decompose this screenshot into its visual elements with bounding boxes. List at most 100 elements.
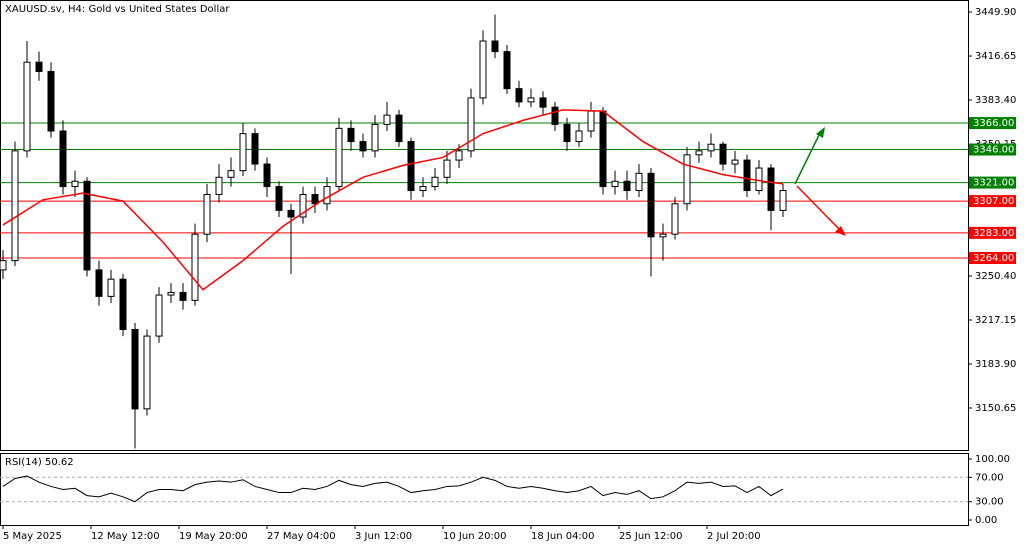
candle-body (359, 141, 367, 152)
rsi-title: RSI(14) 50.62 (5, 457, 74, 468)
candle-body (743, 159, 751, 192)
x-tick-label: 18 Jun 04:00 (531, 531, 595, 542)
candle-body (635, 172, 643, 192)
candle-body (191, 233, 199, 301)
rsi-tick-label: 30.00 (975, 497, 1004, 508)
y-tick-label: 3383.40 (975, 95, 1016, 106)
candle-body (395, 114, 403, 143)
level-label: 3366.00 (973, 118, 1014, 129)
candle-body (0, 260, 7, 271)
arrows (794, 127, 846, 236)
up-arrow-head (816, 127, 825, 138)
candle-body (299, 194, 307, 218)
candle-body (515, 88, 523, 103)
candle-body (539, 97, 547, 108)
level-label: 3307.00 (973, 196, 1014, 207)
x-tick-label: 2 Jul 20:00 (707, 531, 761, 542)
candle-body (503, 51, 511, 90)
candle-body (23, 61, 31, 152)
candle-body (71, 180, 79, 188)
x-tick-label: 27 May 04:00 (267, 531, 336, 542)
level-label-box (969, 143, 1016, 156)
candle-body (563, 123, 571, 143)
candle-body (767, 167, 775, 211)
candle-body (47, 70, 55, 132)
candle-body (11, 150, 19, 262)
y-tick-label: 3416.65 (975, 51, 1016, 62)
candle-body (443, 159, 451, 178)
rsi-line (2, 475, 784, 503)
candle-body (671, 203, 679, 235)
candle-body (659, 233, 667, 238)
level-label-box (969, 195, 1016, 208)
candle-body (107, 278, 115, 297)
candle-body (599, 110, 607, 188)
candle-body (479, 40, 487, 99)
candle-body (755, 167, 763, 192)
candle-body (179, 291, 187, 301)
level-label: 3346.00 (973, 145, 1014, 156)
candle-body (779, 190, 787, 211)
candle-body (587, 110, 595, 132)
up-arrow (794, 130, 822, 185)
rsi-tick-label: 70.00 (975, 472, 1004, 483)
candle-body (59, 130, 67, 188)
candle-body (35, 61, 43, 72)
candle-body (707, 143, 715, 152)
y-tick-label: 3183.90 (975, 359, 1016, 370)
candle-body (119, 278, 127, 330)
x-tick-label: 10 Jun 20:00 (443, 531, 507, 542)
candle-body (491, 40, 499, 53)
candle-body (575, 130, 583, 143)
candle-body (215, 176, 223, 196)
candle-body (695, 150, 703, 156)
level-label: 3283.00 (973, 228, 1014, 239)
level-label-box (969, 252, 1016, 265)
candle-body (383, 114, 391, 125)
level-label-box (969, 176, 1016, 189)
candle-body (683, 154, 691, 205)
rsi-tick-label: 100.00 (975, 454, 1010, 465)
y-tick-label: 3217.15 (975, 315, 1016, 326)
candle-body (131, 328, 139, 410)
candle-body (143, 335, 151, 410)
candle-body (467, 97, 475, 152)
candle-body (83, 180, 91, 271)
candle-body (611, 180, 619, 188)
candle-body (731, 159, 739, 165)
x-tick-label: 25 Jun 12:00 (619, 531, 683, 542)
y-tick-label: 3449.90 (975, 7, 1016, 18)
candle-body (551, 106, 559, 125)
level-label-box (969, 226, 1016, 239)
candle-body (323, 186, 331, 205)
candle-body (251, 133, 259, 165)
candle-body (371, 123, 379, 152)
candle-body (419, 186, 427, 192)
candle-body (263, 163, 271, 188)
moving-average (2, 109, 784, 291)
main-frame (0, 0, 969, 451)
candle-body (227, 170, 235, 178)
candle-body (335, 127, 343, 188)
x-tick-label: 5 May 2025 (3, 531, 62, 542)
candle-body (287, 209, 295, 218)
candle-body (203, 194, 211, 235)
y-tick-label: 3250.40 (975, 271, 1016, 282)
level-label-box (969, 117, 1016, 130)
candle-body (239, 133, 247, 172)
candle-body (407, 141, 415, 192)
chart-title: XAUUSD.sv, H4: Gold vs United States Dol… (5, 4, 230, 15)
candle-body (431, 176, 439, 188)
rsi-frame (0, 453, 969, 526)
x-tick-label: 19 May 20:00 (179, 531, 248, 542)
down-arrow (796, 185, 842, 232)
candle-body (95, 269, 103, 297)
candle-body (311, 194, 319, 205)
x-tick-label: 12 May 12:00 (91, 531, 160, 542)
candle-body (647, 172, 655, 238)
candle-body (167, 291, 175, 296)
candle-body (347, 127, 355, 143)
level-label: 3321.00 (973, 178, 1014, 189)
down-arrow-head (835, 226, 846, 236)
